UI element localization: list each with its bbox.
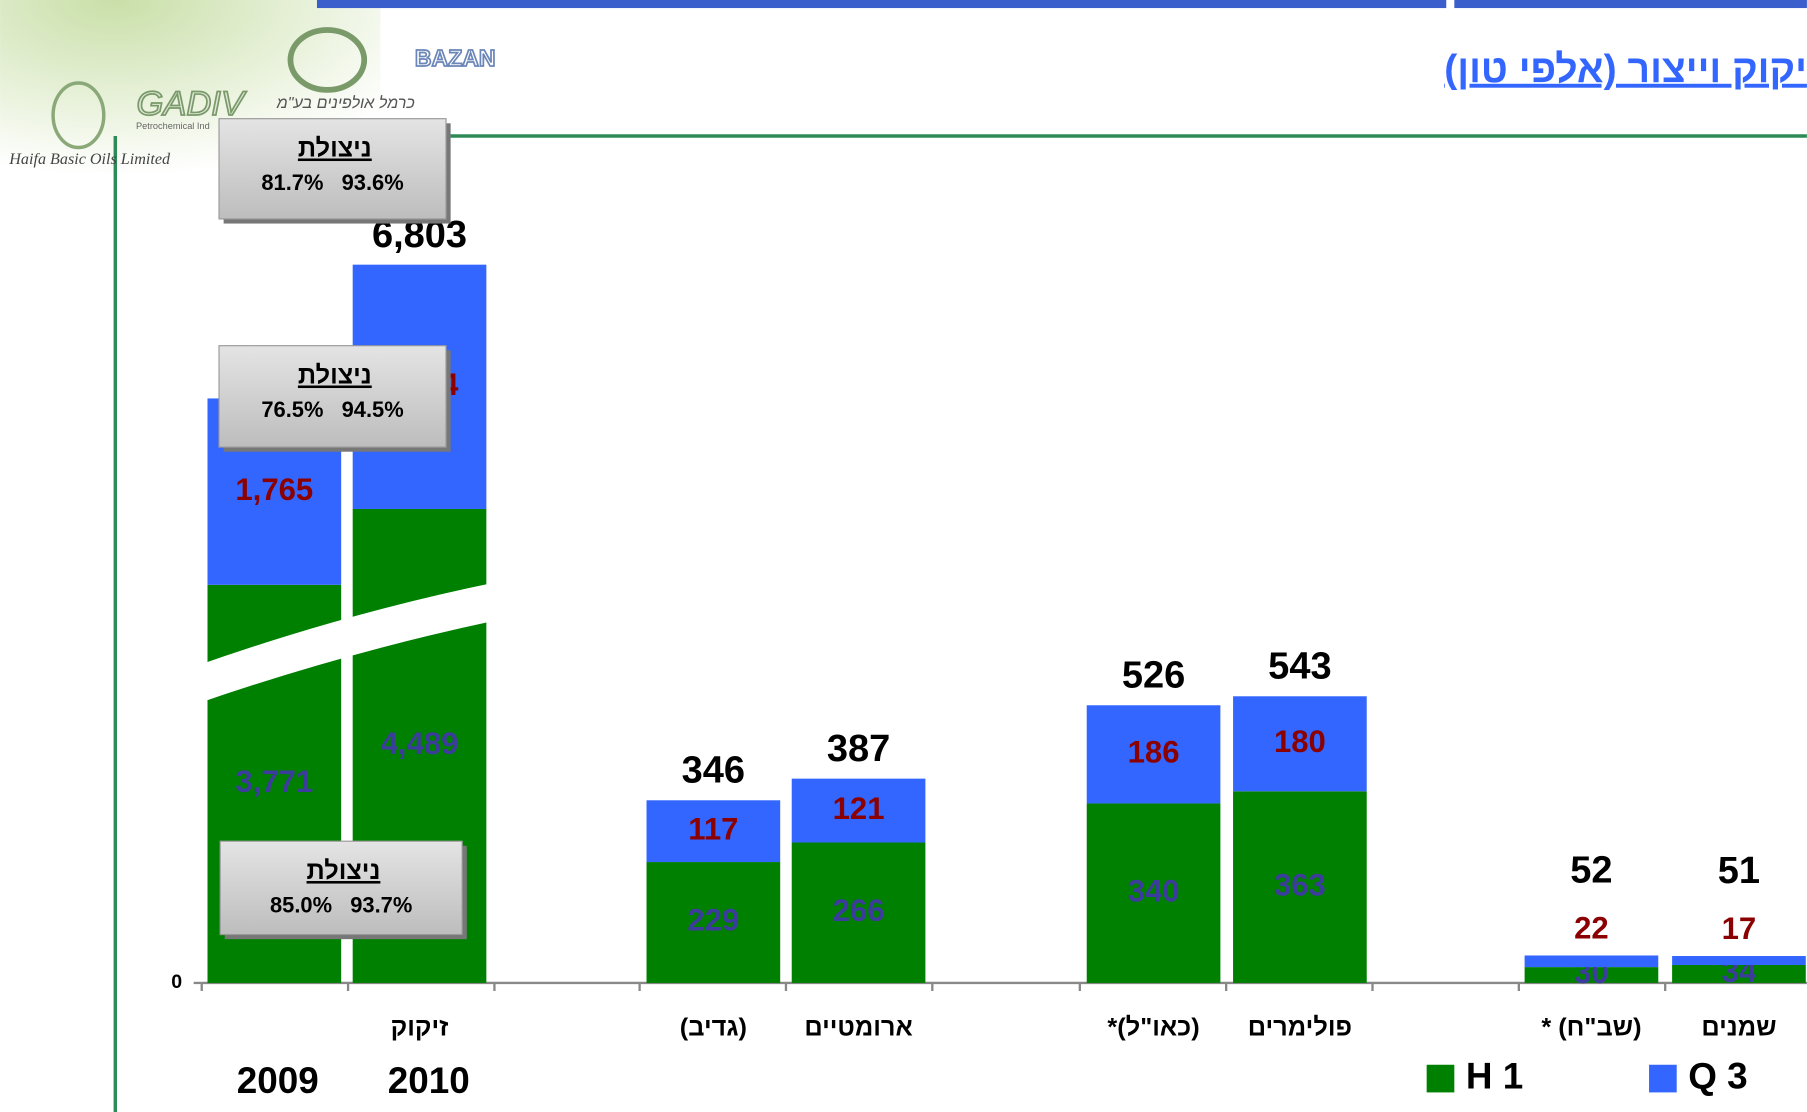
x-tick-label: (גדיב): [680, 1014, 747, 1042]
bar-value-label: 3,771: [235, 764, 313, 799]
bar-segment: [646, 862, 781, 983]
bar-total-label: 51: [1718, 850, 1760, 892]
annotation-title: ניצולת: [298, 135, 372, 163]
axis-break: [195, 581, 498, 705]
annotation-box: [218, 118, 447, 220]
bar-segment: [1086, 803, 1221, 983]
x-tick-label: שמנים: [1701, 1014, 1776, 1042]
bar-value-label: 4,489: [381, 726, 459, 761]
legend-label: Q 3: [1688, 1055, 1747, 1096]
annotation-text: 85.0% 93.7%: [270, 893, 412, 918]
annotation-box: [219, 840, 463, 936]
top-bar: [1454, 0, 1807, 9]
bar-value-label: 180: [1274, 724, 1326, 759]
bar-segment: [646, 800, 781, 863]
logo-text: כרמל אולפינים בע"מ: [276, 94, 415, 112]
x-tick-label: זיקוק: [391, 1014, 449, 1042]
annotation-title: ניצולת: [307, 857, 381, 885]
bar-value-label: 363: [1274, 867, 1326, 902]
legend-swatch: [1649, 1064, 1677, 1093]
x-tick-label: (שב"ח) *: [1541, 1014, 1641, 1042]
logo-text: GADIV: [136, 85, 246, 123]
slide-title: יקוק וייצור (אלפי טון): [1444, 48, 1807, 91]
bar-segment: [1233, 696, 1367, 792]
bar-segment: [1672, 964, 1806, 983]
annotation-text: 76.5% 94.5%: [261, 397, 403, 422]
logo-text: Haifa Basic Oils Limited: [8, 151, 171, 168]
bar-total-label: 526: [1122, 655, 1185, 697]
bar-value-label: 340: [1128, 873, 1180, 908]
bar-total-label: 52: [1570, 850, 1612, 892]
x-tick-label: ארומטיים: [804, 1014, 912, 1042]
bar-segment: [1233, 791, 1367, 983]
year-label: 2010: [388, 1060, 470, 1101]
bar-segment: [791, 842, 926, 983]
bar-value-label: 1,765: [235, 472, 313, 507]
x-tick-label: (כאו"ל)*: [1107, 1014, 1199, 1042]
bar-total-label: 346: [682, 750, 745, 792]
bar-total-label: 387: [827, 728, 890, 770]
bar-value-label: 22: [1574, 910, 1609, 945]
bar-segment: [1524, 955, 1659, 968]
bar-value-label: 266: [833, 893, 885, 928]
logo-circle: [287, 27, 368, 93]
bar-segment: [791, 778, 926, 843]
bar-segment: [1086, 705, 1221, 804]
year-label: 2009: [237, 1060, 319, 1101]
x-tick-label: פולימרים: [1248, 1014, 1352, 1042]
bar-value-label: 17: [1722, 911, 1757, 946]
bar-segment: [1524, 967, 1659, 983]
annotation-box: [218, 345, 447, 448]
bar-value-label: 121: [833, 791, 885, 826]
top-bar: [316, 0, 1447, 9]
annotation-text: 81.7% 93.6%: [261, 170, 403, 195]
y-tick-label: 0: [171, 971, 182, 993]
legend-label: H 1: [1466, 1055, 1523, 1096]
bar-value-label: 229: [687, 903, 739, 938]
legend-swatch: [1426, 1064, 1455, 1093]
annotation-title: ניצולת: [298, 362, 372, 390]
bar-segment: [1672, 956, 1806, 965]
bar-value-label: 117: [688, 811, 738, 846]
bar-value-label: 186: [1128, 735, 1180, 770]
logo-text: BAZAN: [415, 45, 496, 71]
logo-drop: [51, 81, 106, 150]
logo-text: Petrochemical Ind: [136, 121, 210, 131]
bar-total-label: 543: [1268, 646, 1331, 688]
